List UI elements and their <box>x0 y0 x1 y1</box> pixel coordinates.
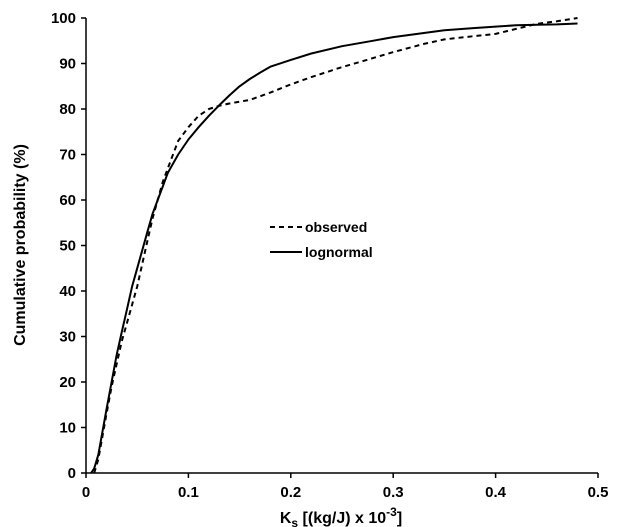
x-tick-label: 0 <box>82 484 90 501</box>
x-axis-title: Ks [(kg/J) x 10-3] <box>280 505 402 527</box>
legend-label-observed: observed <box>305 219 367 235</box>
y-tick-label: 70 <box>59 147 76 164</box>
x-axis-title-mid: [(kg/J) x 10 <box>298 510 386 527</box>
y-tick-label: 10 <box>59 420 76 437</box>
y-tick-label: 0 <box>68 465 76 482</box>
y-axis-ticks: 0 10 20 30 40 50 60 70 80 90 100 <box>51 10 86 482</box>
x-axis-title-main: K <box>280 510 292 527</box>
series-layer <box>90 17 578 474</box>
x-axis-title-sub: s <box>291 516 298 527</box>
legend: observed lognormal <box>270 219 373 260</box>
x-tick-label: 0.2 <box>280 484 301 501</box>
y-tick-label: 50 <box>59 238 76 255</box>
y-tick-label: 100 <box>51 10 76 27</box>
legend-label-lognormal: lognormal <box>305 244 373 260</box>
y-tick-label: 90 <box>59 56 76 73</box>
x-axis-title-sup: -3 <box>386 505 397 519</box>
x-axis-ticks: 0 0.1 0.2 0.3 0.4 0.5 <box>82 473 609 501</box>
x-tick-label: 0.4 <box>485 484 507 501</box>
x-tick-label: 0.1 <box>178 484 199 501</box>
y-axis-title: Cumulative probability (%) <box>12 144 29 346</box>
y-tick-label: 30 <box>59 329 76 346</box>
y-tick-label: 80 <box>59 101 76 118</box>
x-tick-label: 0.3 <box>383 484 404 501</box>
series-line-lognormal <box>90 22 578 474</box>
y-tick-label: 60 <box>59 192 76 209</box>
x-tick-label: 0.5 <box>588 484 609 501</box>
y-tick-label: 40 <box>59 283 76 300</box>
x-axis-title-end: ] <box>397 510 402 527</box>
y-tick-label: 20 <box>59 374 76 391</box>
